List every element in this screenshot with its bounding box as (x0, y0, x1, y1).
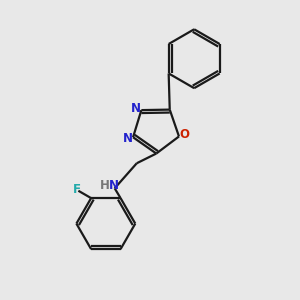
Text: H: H (100, 179, 110, 192)
Text: F: F (73, 183, 81, 196)
Text: O: O (179, 128, 189, 142)
Text: N: N (123, 132, 133, 145)
Text: N: N (131, 102, 141, 115)
Text: N: N (109, 179, 119, 192)
